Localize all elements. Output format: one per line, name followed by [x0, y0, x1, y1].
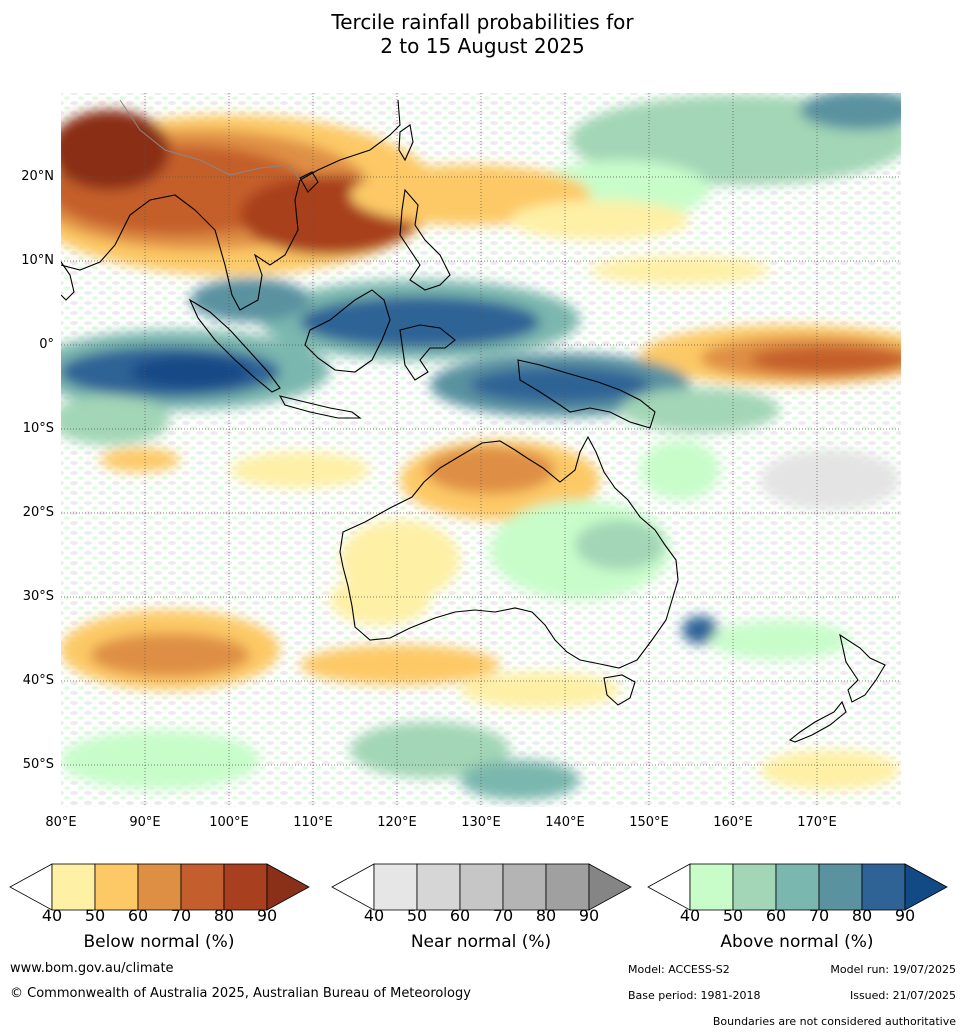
near-tick: 70 [492, 906, 514, 925]
above-tick: 80 [851, 906, 873, 925]
near-tick: 40 [363, 906, 385, 925]
below-tick: 50 [84, 906, 106, 925]
colorbar-below [9, 863, 310, 911]
below-tick: 90 [256, 906, 278, 925]
lon-label-150e: 150°E [629, 815, 669, 830]
gridlines [61, 93, 901, 807]
above-normal-label: Above normal (%) [720, 932, 874, 952]
new-zealand-south [788, 700, 847, 743]
below-tick: 70 [170, 906, 192, 925]
sri-lanka-coast [61, 261, 75, 301]
lon-label-140e: 140°E [545, 815, 585, 830]
above-tick: 90 [894, 906, 916, 925]
lat-label-20n: 20°N [21, 169, 54, 184]
mainland-asia-coast [61, 99, 401, 311]
australia-coast [339, 435, 679, 669]
map-title-line2: 2 to 15 August 2025 [380, 34, 585, 58]
lon-label-90e: 90°E [129, 815, 161, 830]
lat-label-20s: 20°S [22, 505, 54, 520]
new-guinea-coast [517, 359, 656, 429]
lon-label-110e: 110°E [293, 815, 333, 830]
base-period: Base period: 1981-2018 [628, 989, 761, 1002]
above-tick: 70 [808, 906, 830, 925]
model-name: Model: ACCESS-S2 [628, 963, 730, 976]
lat-label-10s: 10°S [22, 421, 54, 436]
lat-label-0: 0° [39, 337, 54, 352]
copyright: © Commonwealth of Australia 2025, Austra… [10, 986, 471, 1001]
lon-label-130e: 130°E [461, 815, 501, 830]
lon-label-170e: 170°E [797, 815, 837, 830]
near-tick: 90 [578, 906, 600, 925]
colorbar-near [331, 863, 632, 911]
taiwan-coast [398, 124, 414, 162]
lat-label-10n: 10°N [21, 253, 54, 268]
model-run: Model run: 19/07/2025 [830, 963, 956, 976]
above-tick: 60 [765, 906, 787, 925]
bom-url: www.bom.gov.au/climate [10, 961, 174, 976]
philippines-coast [399, 188, 451, 291]
coastlines [61, 99, 886, 743]
near-normal-label: Near normal (%) [410, 932, 552, 952]
issued-date: Issued: 21/07/2025 [849, 989, 956, 1002]
lat-label-50s: 50°S [22, 757, 54, 772]
below-tick: 60 [127, 906, 149, 925]
lon-label-100e: 100°E [209, 815, 249, 830]
probability-field [61, 93, 901, 807]
new-zealand-north [839, 633, 886, 703]
above-tick: 50 [722, 906, 744, 925]
near-tick: 60 [449, 906, 471, 925]
java-coast [278, 395, 362, 419]
lon-label-160e: 160°E [713, 815, 753, 830]
below-tick: 40 [41, 906, 63, 925]
sumatra-coast [188, 298, 281, 393]
colorbar-above [647, 863, 948, 911]
lon-label-120e: 120°E [377, 815, 417, 830]
above-tick: 40 [679, 906, 701, 925]
sulawesi-coast [399, 324, 456, 381]
lat-label-40s: 40°S [22, 673, 54, 688]
below-tick: 80 [213, 906, 235, 925]
below-normal-label: Below normal (%) [83, 932, 235, 952]
tasmania-coast [603, 674, 636, 706]
near-tick: 80 [535, 906, 557, 925]
lon-label-80e: 80°E [45, 815, 77, 830]
boundaries-note: Boundaries are not considered authoritat… [712, 1015, 956, 1028]
lat-label-30s: 30°S [22, 589, 54, 604]
borneo-coast [304, 289, 391, 373]
country-borders [119, 99, 301, 181]
map-title-line1: Tercile rainfall probabilities for [331, 10, 634, 34]
hainan-coast [299, 171, 319, 193]
near-tick: 50 [406, 906, 428, 925]
